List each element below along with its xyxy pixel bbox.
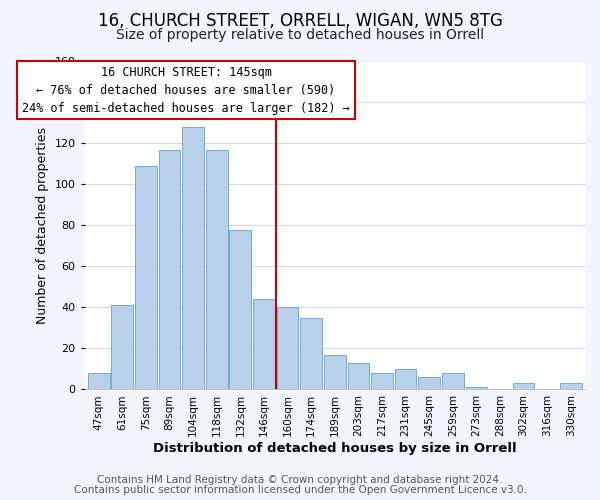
X-axis label: Distribution of detached houses by size in Orrell: Distribution of detached houses by size … (153, 442, 517, 455)
Bar (513, 384, 535, 390)
Text: 16, CHURCH STREET, ORRELL, WIGAN, WN5 8TG: 16, CHURCH STREET, ORRELL, WIGAN, WN5 8T… (98, 12, 502, 30)
Bar (560, 384, 581, 390)
Bar (466, 388, 487, 390)
Bar (206, 150, 227, 390)
Bar (347, 363, 369, 390)
Bar (135, 166, 157, 390)
Bar (158, 150, 181, 390)
Bar (88, 373, 110, 390)
Bar (277, 308, 298, 390)
Text: Size of property relative to detached houses in Orrell: Size of property relative to detached ho… (116, 28, 484, 42)
Bar (442, 373, 464, 390)
Bar (253, 300, 275, 390)
Bar (112, 306, 133, 390)
Text: 16 CHURCH STREET: 145sqm
← 76% of detached houses are smaller (590)
24% of semi-: 16 CHURCH STREET: 145sqm ← 76% of detach… (22, 66, 350, 114)
Bar (301, 318, 322, 390)
Bar (229, 230, 251, 390)
Bar (182, 127, 204, 390)
Bar (371, 373, 393, 390)
Bar (395, 369, 416, 390)
Bar (418, 377, 440, 390)
Text: Contains public sector information licensed under the Open Government Licence v3: Contains public sector information licen… (74, 485, 526, 495)
Text: Contains HM Land Registry data © Crown copyright and database right 2024.: Contains HM Land Registry data © Crown c… (97, 475, 503, 485)
Y-axis label: Number of detached properties: Number of detached properties (36, 127, 49, 324)
Bar (324, 354, 346, 390)
